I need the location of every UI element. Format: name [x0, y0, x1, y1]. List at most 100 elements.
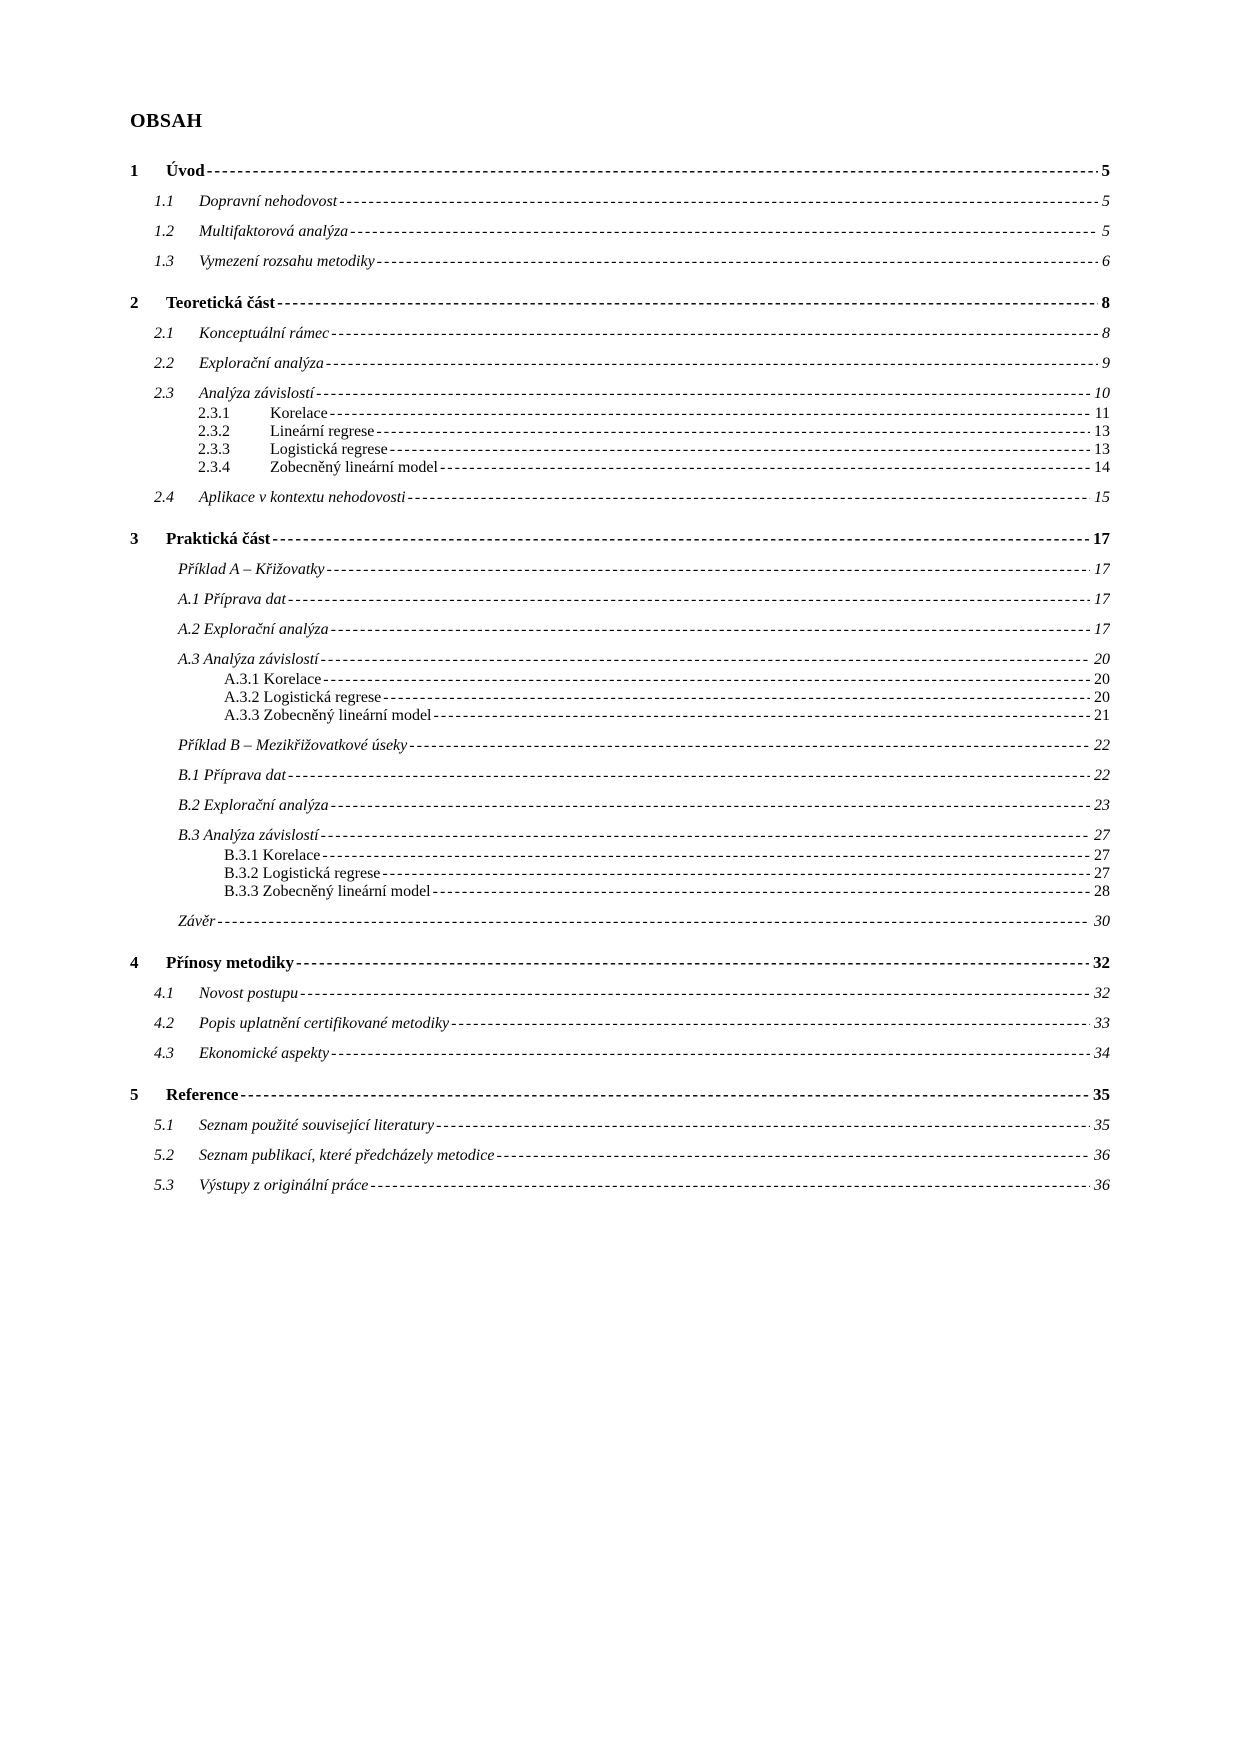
toc-leader-dots: [377, 253, 1098, 271]
toc-entry: 5Reference 35: [130, 1085, 1110, 1105]
toc-entry-page: 15: [1094, 489, 1110, 507]
toc-entry-number: 2.3.4: [198, 459, 270, 477]
toc-entry-page: 32: [1094, 985, 1110, 1003]
toc-entry: 2.1Konceptuální rámec 8: [130, 325, 1110, 343]
toc-entry-page: 8: [1102, 325, 1110, 343]
toc-entry-number: 2.3.2: [198, 423, 270, 441]
toc-entry: 2.3.1Korelace 11: [130, 405, 1110, 423]
toc-entry: B.3.1 Korelace 27: [130, 847, 1110, 865]
toc-entry-label: Praktická část: [166, 529, 270, 549]
toc-entry-number: 1.2: [154, 223, 199, 241]
toc-entry: 1.3Vymezení rozsahu metodiky 6: [130, 253, 1110, 271]
toc-entry-page: 27: [1094, 827, 1110, 845]
toc-leader-dots: [330, 405, 1091, 423]
toc-leader-dots: [451, 1015, 1090, 1033]
toc-entry: 2.2Explorační analýza 9: [130, 355, 1110, 373]
toc-entry-number: 2.1: [154, 325, 199, 343]
toc-leader-dots: [321, 827, 1090, 845]
toc-leader-dots: [409, 737, 1090, 755]
toc-entry-page: 20: [1094, 671, 1110, 689]
toc-entry-label: Ekonomické aspekty: [199, 1045, 329, 1063]
toc-entry-label: Seznam použité související literatury: [199, 1117, 434, 1135]
toc-entry-number: 1.1: [154, 193, 199, 211]
toc-leader-dots: [370, 1177, 1090, 1195]
toc-entry: 4.2Popis uplatnění certifikované metodik…: [130, 1015, 1110, 1033]
toc-leader-dots: [383, 689, 1090, 707]
toc-leader-dots: [382, 865, 1090, 883]
toc-entry-label: Úvod: [166, 161, 205, 181]
toc-entry-label: B.2 Explorační analýza: [178, 797, 329, 815]
toc-entry-label: B.3.3 Zobecněný lineární model: [224, 883, 431, 901]
toc-entry-number: 4.3: [154, 1045, 199, 1063]
toc-entry-number: 2.3.1: [198, 405, 270, 423]
toc-entry-label: Analýza závislostí: [199, 385, 314, 403]
toc-entry-label: Přínosy metodiky: [166, 953, 294, 973]
toc-entry-number: 2.3.3: [198, 441, 270, 459]
toc-entry-label: B.3.1 Korelace: [224, 847, 320, 865]
toc-entry: 5.1Seznam použité související literatury…: [130, 1117, 1110, 1135]
toc-entry: 2Teoretická část 8: [130, 293, 1110, 313]
toc-entry-number: 5.2: [154, 1147, 199, 1165]
toc-entry-label: A.3.1 Korelace: [224, 671, 321, 689]
toc-entry-label: Příklad A – Křižovatky: [178, 561, 325, 579]
toc-entry-number: 2.3: [154, 385, 199, 403]
toc-entry-page: 35: [1094, 1117, 1110, 1135]
toc-entry: Závěr 30: [130, 913, 1110, 931]
toc-title: OBSAH: [130, 110, 1110, 133]
toc-entry-page: 17: [1094, 561, 1110, 579]
toc-leader-dots: [300, 985, 1090, 1003]
toc-entry-page: 23: [1094, 797, 1110, 815]
toc-leader-dots: [331, 797, 1090, 815]
toc-entry-label: Vymezení rozsahu metodiky: [199, 253, 375, 271]
toc-leader-dots: [350, 223, 1098, 241]
toc-entry-number: 2.2: [154, 355, 199, 373]
toc-entry-page: 9: [1102, 355, 1110, 373]
toc-leader-dots: [331, 325, 1098, 343]
toc-entry: 2.3.2Lineární regrese 13: [130, 423, 1110, 441]
toc-leader-dots: [288, 591, 1090, 609]
toc-entry-label: Logistická regrese: [270, 441, 388, 459]
toc-entry-page: 27: [1094, 865, 1110, 883]
toc-leader-dots: [323, 671, 1090, 689]
toc-entry: B.3.3 Zobecněný lineární model 28: [130, 883, 1110, 901]
toc-entry-label: B.3.2 Logistická regrese: [224, 865, 380, 883]
toc-entry: A.3.2 Logistická regrese 20: [130, 689, 1110, 707]
toc-leader-dots: [434, 707, 1091, 725]
toc-entry-number: 5.1: [154, 1117, 199, 1135]
toc-entry-number: 3: [130, 529, 166, 549]
toc-entry-page: 6: [1102, 253, 1110, 271]
toc-entry-number: 4: [130, 953, 166, 973]
toc-entry: 2.3Analýza závislostí 10: [130, 385, 1110, 403]
toc-entry: Příklad A – Křižovatky 17: [130, 561, 1110, 579]
toc-entry: 4.3Ekonomické aspekty 34: [130, 1045, 1110, 1063]
toc-entry-label: Zobecněný lineární model: [270, 459, 438, 477]
toc-leader-dots: [217, 913, 1090, 931]
toc-entry: 2.3.3Logistická regrese 13: [130, 441, 1110, 459]
toc-entry: 4.1Novost postupu 32: [130, 985, 1110, 1003]
toc-entry-page: 36: [1094, 1177, 1110, 1195]
toc-entry-label: A.1 Příprava dat: [178, 591, 286, 609]
toc-entry-label: A.2 Explorační analýza: [178, 621, 329, 639]
toc-entry-label: Příklad B – Mezikřižovatkové úseky: [178, 737, 407, 755]
toc-leader-dots: [326, 355, 1098, 373]
toc-entry: A.3.3 Zobecněný lineární model 21: [130, 707, 1110, 725]
toc-entry-page: 20: [1094, 651, 1110, 669]
toc-entry: B.3 Analýza závislostí 27: [130, 827, 1110, 845]
toc-entry: B.2 Explorační analýza 23: [130, 797, 1110, 815]
toc-entry-label: Dopravní nehodovost: [199, 193, 337, 211]
toc-leader-dots: [496, 1147, 1090, 1165]
toc-entry-page: 8: [1102, 293, 1111, 313]
toc-entry-label: Novost postupu: [199, 985, 298, 1003]
toc-entry-label: Lineární regrese: [270, 423, 374, 441]
toc-leader-dots: [440, 459, 1090, 477]
toc-entry-label: B.1 Příprava dat: [178, 767, 286, 785]
toc-leader-dots: [436, 1117, 1090, 1135]
toc-entry-page: 35: [1093, 1085, 1110, 1105]
toc-entry-page: 34: [1094, 1045, 1110, 1063]
toc-entry: Příklad B – Mezikřižovatkové úseky 22: [130, 737, 1110, 755]
toc-entry: A.3 Analýza závislostí 20: [130, 651, 1110, 669]
toc-entry: 4Přínosy metodiky 32: [130, 953, 1110, 973]
toc-entry-page: 28: [1094, 883, 1110, 901]
toc-leader-dots: [277, 293, 1097, 313]
toc-entry-page: 30: [1094, 913, 1110, 931]
